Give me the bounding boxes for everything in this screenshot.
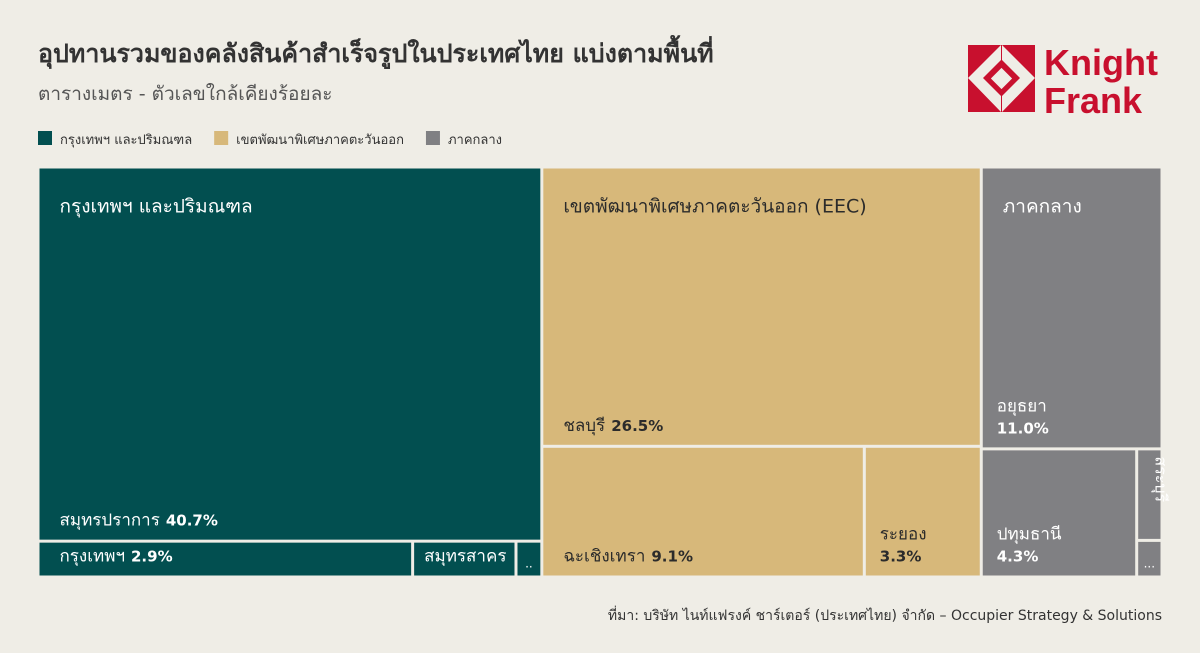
treemap-tile bbox=[982, 450, 1136, 576]
tile-label: อยุธยา bbox=[997, 396, 1047, 416]
treemap-tile bbox=[543, 447, 863, 576]
logo-cut bbox=[968, 45, 1035, 112]
treemap-tile bbox=[517, 542, 541, 576]
tile-label: ... bbox=[1144, 557, 1155, 571]
value-label: 4.3% bbox=[997, 548, 1039, 566]
group-label: เขตพัฒนาพิเศษภาคตะวันออก (EEC) bbox=[563, 196, 866, 218]
treemap-tile bbox=[1138, 450, 1161, 539]
value-label: 3.3% bbox=[880, 548, 922, 566]
value-label: 40.7% bbox=[166, 512, 218, 530]
treemap-tile bbox=[39, 542, 412, 576]
tile-label: ระยอง bbox=[880, 525, 927, 545]
chart-subtitle: ตารางเมตร - ตัวเลขใกล้เคียงร้อยละ bbox=[38, 83, 332, 105]
legend-swatch bbox=[38, 131, 52, 145]
legend-swatch bbox=[214, 131, 229, 145]
tile-label: สระบุรี bbox=[1150, 456, 1170, 502]
logo-cut bbox=[990, 67, 1013, 90]
tile-label: .. bbox=[525, 557, 533, 571]
value-label: 9.1% bbox=[651, 548, 693, 566]
value-label: 2.9% bbox=[131, 548, 173, 566]
logo: Knight Frank bbox=[968, 42, 1158, 121]
tile-label: สมุทรสาคร bbox=[424, 547, 506, 567]
logo-text: Knight bbox=[1044, 42, 1158, 83]
logo-text: Frank bbox=[1044, 80, 1143, 121]
tile-label: ชลบุรี bbox=[563, 416, 605, 436]
legend-swatch bbox=[425, 131, 440, 145]
legend-label: กรุงเทพฯ และปริมณฑล bbox=[60, 133, 192, 148]
tile-label: สมุทรปราการ bbox=[60, 511, 160, 531]
tile-label: ปทุมธานี bbox=[997, 525, 1062, 545]
treemap-tile bbox=[543, 168, 980, 445]
chart-title: อุปทานรวมของคลังสินค้าสำเร็จรูปในประเทศไ… bbox=[38, 34, 714, 70]
legend-label: เขตพัฒนาพิเศษภาคตะวันออก bbox=[236, 133, 404, 148]
treemap-tile bbox=[982, 168, 1161, 448]
treemap-tile bbox=[1138, 541, 1161, 576]
tile-label: กรุงเทพฯ bbox=[60, 547, 126, 567]
group-label: ภาคกลาง bbox=[1003, 196, 1082, 218]
value-label: 11.0% bbox=[997, 419, 1049, 437]
group-label: กรุงเทพฯ และปริมณฑล bbox=[60, 196, 253, 219]
treemap-tile bbox=[39, 168, 541, 540]
treemap-tile bbox=[865, 447, 980, 576]
tile-label: ฉะเชิงเทรา bbox=[563, 547, 645, 567]
value-label: 26.5% bbox=[611, 417, 663, 435]
source-note: ที่มา: บริษัท ไนท์แฟรงค์ ชาร์เตอร์ (ประเ… bbox=[608, 606, 1162, 624]
legend-label: ภาคกลาง bbox=[448, 133, 502, 148]
treemap-tile bbox=[414, 542, 515, 576]
